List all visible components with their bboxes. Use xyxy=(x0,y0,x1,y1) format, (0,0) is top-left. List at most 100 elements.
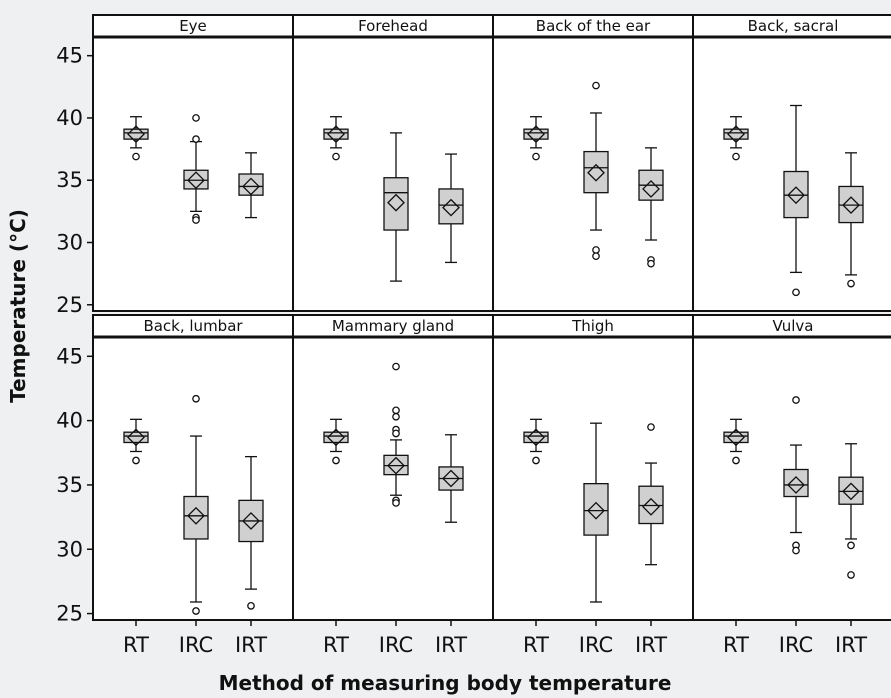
x-tick-label: IRT xyxy=(835,633,867,657)
box-irt xyxy=(238,152,264,219)
y-tick-label: 35 xyxy=(56,168,83,192)
y-tick-label: 45 xyxy=(56,344,83,368)
box-irc xyxy=(783,104,809,297)
mean-marker xyxy=(187,171,205,190)
box-irt xyxy=(438,153,464,264)
y-axis: 25 30 35 40 45 xyxy=(56,15,94,317)
mean-marker xyxy=(127,428,145,447)
box-irc xyxy=(383,132,409,282)
x-tick-label: IRC xyxy=(779,633,813,657)
outlier-point xyxy=(392,362,400,371)
box-iqr xyxy=(583,482,609,536)
mean-marker xyxy=(442,469,460,488)
box-irt xyxy=(238,455,264,610)
outlier-point xyxy=(732,152,740,161)
mean-marker xyxy=(527,428,545,447)
box-iqr xyxy=(323,128,349,140)
box-irt xyxy=(838,152,864,288)
mean-marker xyxy=(587,501,605,520)
outlier-point xyxy=(592,81,600,90)
outlier-point xyxy=(847,571,855,579)
outlier-point xyxy=(532,456,540,465)
outlier-point xyxy=(847,279,855,288)
outlier-point xyxy=(732,456,740,465)
mean-marker xyxy=(787,476,805,494)
y-tick-label: 45 xyxy=(56,44,83,68)
mean-marker xyxy=(127,125,145,144)
box-rt xyxy=(323,418,349,465)
panel-title: Eye xyxy=(179,17,207,35)
outlier-point xyxy=(647,259,655,268)
outlier-point xyxy=(332,152,340,161)
panel-title: Back of the ear xyxy=(536,17,651,35)
panel-background xyxy=(93,15,293,311)
panel: Back, sacral xyxy=(692,14,891,312)
x-tick-label: IRT xyxy=(635,633,667,657)
box-irc xyxy=(183,394,209,615)
mean-marker xyxy=(242,177,260,196)
outlier-point xyxy=(532,152,540,161)
panel-background xyxy=(93,315,293,620)
mean-marker xyxy=(727,125,745,144)
outlier-point xyxy=(332,456,340,465)
panel: Mammary gland xyxy=(292,314,494,621)
mean-marker xyxy=(187,506,205,525)
y-tick-label: 30 xyxy=(56,537,83,561)
y-tick-label: 30 xyxy=(56,231,83,255)
box-iqr xyxy=(523,128,549,140)
box-iqr xyxy=(383,177,409,231)
outlier-point xyxy=(392,429,400,438)
outlier-point xyxy=(792,396,800,404)
x-axis-title: Method of measuring body temperature xyxy=(219,671,672,695)
plot-layer: Eye Forehead Back of the ear Back, sacral Ba… xyxy=(56,14,891,657)
box-rt xyxy=(123,116,149,161)
box-irc xyxy=(583,422,609,603)
outlier-point xyxy=(192,135,200,143)
outlier-point xyxy=(647,423,655,431)
box-rt xyxy=(123,418,149,465)
outlier-point xyxy=(132,456,140,465)
box-iqr xyxy=(323,431,349,444)
outlier-point xyxy=(192,607,200,615)
mean-marker xyxy=(327,428,345,447)
box-iqr xyxy=(123,431,149,444)
panel-background xyxy=(693,315,891,620)
panel: Back of the ear xyxy=(492,14,694,312)
box-rt xyxy=(723,418,749,465)
box-irc xyxy=(583,81,609,261)
mean-marker xyxy=(242,512,260,530)
box-rt xyxy=(723,116,749,161)
mean-marker xyxy=(387,193,405,212)
x-tick-label: RT xyxy=(523,633,549,657)
mean-marker xyxy=(442,198,460,217)
panel-background xyxy=(293,15,493,311)
panel: Thigh xyxy=(492,314,694,621)
x-tick-label: IRT xyxy=(235,633,267,657)
panel-background xyxy=(493,315,693,620)
panel-title: Mammary gland xyxy=(332,317,454,335)
outlier-point xyxy=(392,406,400,415)
outlier-point xyxy=(192,394,200,403)
outlier-point xyxy=(847,541,855,550)
box-irt xyxy=(638,147,664,268)
x-tick-label: RT xyxy=(123,633,149,657)
panel: Vulva xyxy=(692,314,891,621)
x-tick-label: IRT xyxy=(435,633,467,657)
outlier-point xyxy=(792,288,800,297)
box-rt xyxy=(523,116,549,161)
outlier-point xyxy=(392,412,400,421)
box-iqr xyxy=(783,468,809,498)
box-irt xyxy=(838,443,864,579)
box-iqr xyxy=(723,128,749,140)
box-iqr xyxy=(723,431,749,444)
mean-marker xyxy=(842,196,860,215)
panel-background xyxy=(693,15,891,311)
y-tick-label: 40 xyxy=(56,106,83,130)
box-irc xyxy=(383,362,409,507)
box-irt xyxy=(638,423,664,566)
x-tick-label: IRC xyxy=(179,633,213,657)
x-tick-label: RT xyxy=(723,633,749,657)
outlier-point xyxy=(192,216,200,224)
box-iqr xyxy=(183,495,209,540)
mean-marker xyxy=(642,180,660,198)
